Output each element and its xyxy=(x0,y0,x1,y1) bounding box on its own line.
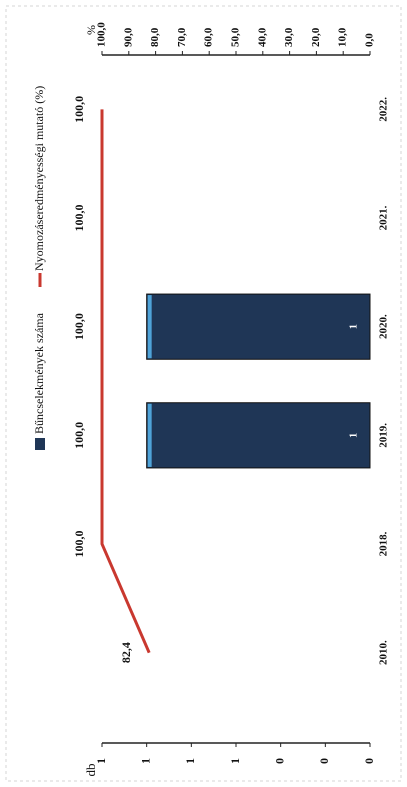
y-tick-label: 1 xyxy=(183,758,197,764)
line-value-label: 100,0 xyxy=(72,313,86,340)
y2-tick-label: 60,0 xyxy=(203,27,215,47)
legend-swatch xyxy=(35,438,45,450)
y-tick-label: 0 xyxy=(272,758,286,764)
y2-tick-label: 20,0 xyxy=(310,27,322,47)
frame xyxy=(5,5,402,782)
y-axis-label: db xyxy=(83,764,98,777)
bar-value-label: 1 xyxy=(348,433,359,438)
y2-tick-label: 10,0 xyxy=(337,27,349,47)
bar xyxy=(146,293,371,360)
line-value-label: 82,4 xyxy=(119,642,133,663)
y2-axis-label: % xyxy=(84,25,98,35)
x-tick-label: 2018. xyxy=(378,531,390,556)
line-value-label: 100,0 xyxy=(72,422,86,449)
y-tick-label: 0 xyxy=(317,758,331,764)
bar-highlight xyxy=(147,403,152,467)
y-tick-label: 1 xyxy=(228,758,242,764)
y-tick-label: 1 xyxy=(138,758,152,764)
y-tick-label: 1 xyxy=(94,758,108,764)
x-tick-label: 2019. xyxy=(378,423,390,448)
y2-tick-label: 40,0 xyxy=(256,27,268,47)
y2-tick-label: 90,0 xyxy=(122,27,134,47)
bar-highlight xyxy=(147,295,152,359)
y2-tick-label: 80,0 xyxy=(149,27,161,47)
legend-label: Bűncselekmények száma xyxy=(32,312,46,434)
y2-tick-label: 50,0 xyxy=(230,27,242,47)
y2-tick-label: 30,0 xyxy=(283,27,295,47)
y-tick-label: 0 xyxy=(362,758,376,764)
x-tick-label: 2021. xyxy=(378,205,390,230)
bar-value-label: 1 xyxy=(348,324,359,329)
bar xyxy=(146,402,371,469)
x-tick-label: 2020. xyxy=(378,314,390,339)
x-tick-label: 2022. xyxy=(378,97,390,122)
x-tick-label: 2010. xyxy=(378,640,390,665)
y2-tick-label: 70,0 xyxy=(176,27,188,47)
legend-label: Nyomozáseredményességi mutató (%) xyxy=(32,86,46,271)
line-value-label: 100,0 xyxy=(72,205,86,232)
line xyxy=(100,109,151,654)
y2-tick-label: 0,0 xyxy=(364,33,376,47)
line-value-label: 100,0 xyxy=(72,96,86,123)
line-value-label: 100,0 xyxy=(72,531,86,558)
y2-tick-label: 100,0 xyxy=(96,22,108,47)
rotated-chart: 00011110,010,020,030,040,050,060,070,080… xyxy=(32,22,390,777)
